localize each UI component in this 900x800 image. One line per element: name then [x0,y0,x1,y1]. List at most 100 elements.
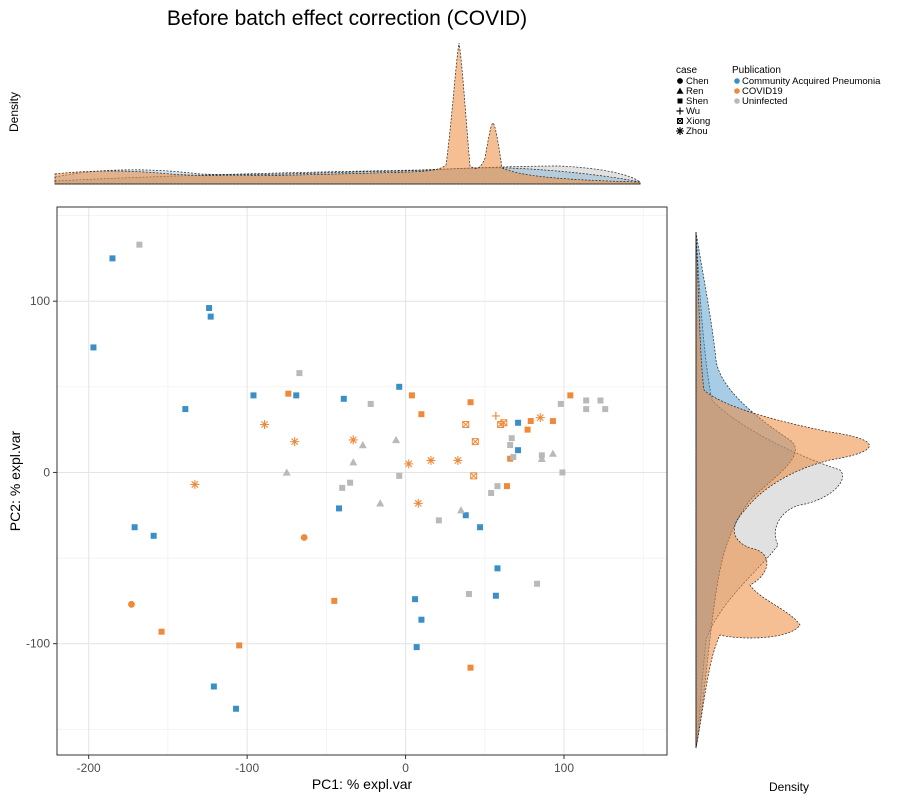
point-shen [508,435,515,442]
point-shen [488,489,495,496]
top-density-covid19 [54,42,641,185]
legend-case-label: Ren [686,86,703,97]
point-shen [515,419,522,426]
point-zhou [190,479,200,489]
point-shen [492,592,499,599]
chart-title: Before batch effect correction (COVID) [167,7,527,30]
point-shen [477,524,484,531]
legend-case-label: Xiong [686,116,710,127]
point-shen [236,642,243,649]
point-shen [233,705,240,712]
point-shen [285,390,292,397]
point-xiong [470,472,478,480]
point-shen [435,517,442,524]
legend-publication-entries: Community Acquired PneumoniaCOVID19Uninf… [734,76,881,107]
point-shen [182,406,189,413]
point-shen [583,397,590,404]
point-shen [396,472,403,479]
point-shen [109,255,116,262]
point-shen [527,418,534,425]
point-shen [510,454,517,461]
right-density-panel [695,231,870,749]
point-zhou [535,413,545,423]
x-tick-label: 100 [554,761,574,775]
y-tick-label: 100 [30,294,50,308]
legend-case-title: case [676,65,698,76]
point-shen [408,392,415,399]
point-ren [376,499,385,507]
point-shen [583,406,590,413]
point-ren [282,468,291,476]
axis-ticks: -200 -100 0 100 -100 0 100 [26,294,574,775]
point-ren [457,506,466,514]
point-shen [494,565,501,572]
point-shen [340,395,347,402]
legend-publication-label: Uninfected [742,96,787,107]
x-tick-label: -200 [77,761,101,775]
legend-publication-label: COVID19 [742,86,783,97]
point-shen [507,442,514,449]
point-shen [367,400,374,407]
legend-case-label: Zhou [686,126,708,137]
legend-publication-label: Community Acquired Pneumonia [742,76,881,87]
point-shen [494,483,501,490]
point-shen [677,98,683,104]
point-shen [534,580,541,587]
point-xiong [497,420,505,428]
point-ren [358,441,367,449]
point-zhou [260,419,270,429]
point-shen [331,597,338,604]
point-shen [90,344,97,351]
legend-case-label: Wu [686,106,700,117]
point-shen [467,399,474,406]
point-xiong [471,438,479,446]
x-tick-label: 0 [402,761,409,775]
point-shen [210,683,217,690]
point-shen [336,505,343,512]
point-shen [507,455,514,462]
plot-border [56,206,668,756]
point-xiong [462,420,470,428]
point-chen [128,600,135,608]
point-zhou [348,435,358,445]
point-shen [465,591,472,598]
point-shen [503,483,510,490]
point-shen [150,532,157,539]
point-xiong [677,118,683,124]
point-zhou [413,498,423,508]
point-shen [597,397,604,404]
top-density-panel [54,42,641,185]
point-shen [567,392,574,399]
point-shen [412,596,419,603]
point-shen [515,447,522,454]
legend-publication-swatch [734,78,740,84]
right-density-axis-label: Density [769,780,809,794]
point-shen [396,383,403,390]
point-zhou [453,455,463,465]
legend: case Publication ChenRenShenWuXiongZhou … [676,65,881,137]
legend-case-label: Chen [686,76,709,87]
point-zhou [404,459,414,469]
point-shen [524,426,531,433]
point-shen [462,512,469,519]
point-shen [467,664,474,671]
point-shen [206,305,213,312]
point-ren [392,435,401,444]
point-wu [491,411,500,420]
legend-publication-swatch [734,88,740,94]
point-ren [676,87,684,94]
x-axis-title: PC1: % expl.var [312,776,413,792]
y-tick-label: -100 [26,637,50,651]
point-shen [296,370,303,377]
point-shen [250,392,257,399]
point-chen [300,534,308,541]
point-zhou [426,455,436,465]
point-shen [418,616,425,623]
point-shen [602,406,609,413]
point-shen [339,484,346,491]
point-shen [293,392,300,399]
point-shen [158,628,165,635]
point-chen [677,78,683,84]
